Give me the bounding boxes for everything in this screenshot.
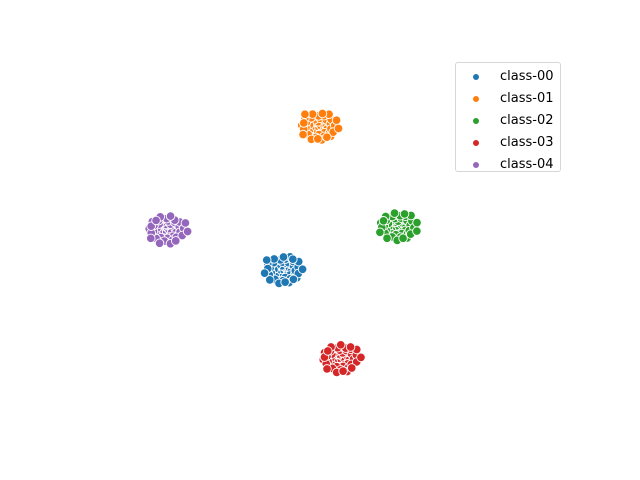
data-point (280, 277, 290, 287)
legend-item-class-04: class-04 (456, 155, 560, 175)
legend-label: class-02 (500, 113, 554, 128)
data-point (151, 215, 161, 226)
legend-marker (472, 95, 480, 103)
data-point (333, 123, 344, 134)
data-point (299, 118, 309, 128)
data-point (265, 275, 275, 285)
data-point (331, 115, 342, 125)
data-point (378, 216, 389, 226)
data-point (398, 233, 408, 244)
legend: class-00 class-01 class-02 class-03 clas… (455, 62, 561, 172)
data-point (288, 254, 298, 264)
cluster-class-02 (375, 208, 422, 246)
data-point (345, 342, 356, 352)
data-point (300, 109, 310, 120)
data-point (298, 129, 308, 140)
data-point (154, 238, 165, 248)
data-point (323, 346, 333, 356)
data-point (389, 208, 400, 218)
data-point (356, 352, 366, 363)
data-point (399, 209, 410, 219)
cluster-class-04 (144, 211, 193, 249)
data-point (412, 217, 422, 228)
data-point (375, 227, 385, 238)
data-point (322, 364, 332, 374)
legend-marker (472, 161, 480, 169)
data-point (261, 255, 272, 265)
legend-label: class-03 (500, 135, 554, 150)
data-point (182, 226, 193, 237)
data-point (146, 233, 156, 244)
data-point (259, 268, 270, 278)
data-point (180, 218, 191, 228)
data-point (288, 274, 299, 285)
legend-label: class-01 (500, 91, 554, 106)
data-point (313, 134, 323, 144)
data-point (278, 252, 289, 262)
legend-item-class-02: class-02 (456, 111, 560, 131)
legend-marker (472, 117, 480, 125)
legend-item-class-03: class-03 (456, 133, 560, 153)
legend-label: class-00 (500, 69, 554, 84)
legend-item-class-01: class-01 (456, 89, 560, 109)
legend-marker (472, 73, 480, 81)
cluster-class-03 (318, 340, 366, 378)
data-point (336, 340, 346, 350)
cluster-class-00 (259, 252, 308, 289)
legend-marker (472, 139, 480, 147)
legend-item-class-00: class-00 (456, 67, 560, 87)
data-point (297, 264, 308, 275)
data-point (382, 233, 392, 244)
data-point (165, 211, 176, 221)
data-point (322, 132, 332, 142)
data-point (170, 236, 181, 246)
data-point (338, 366, 348, 376)
data-point (412, 226, 422, 236)
cluster-class-01 (297, 108, 344, 145)
data-point (346, 363, 357, 373)
legend-label: class-04 (500, 157, 554, 172)
data-point (317, 108, 328, 119)
